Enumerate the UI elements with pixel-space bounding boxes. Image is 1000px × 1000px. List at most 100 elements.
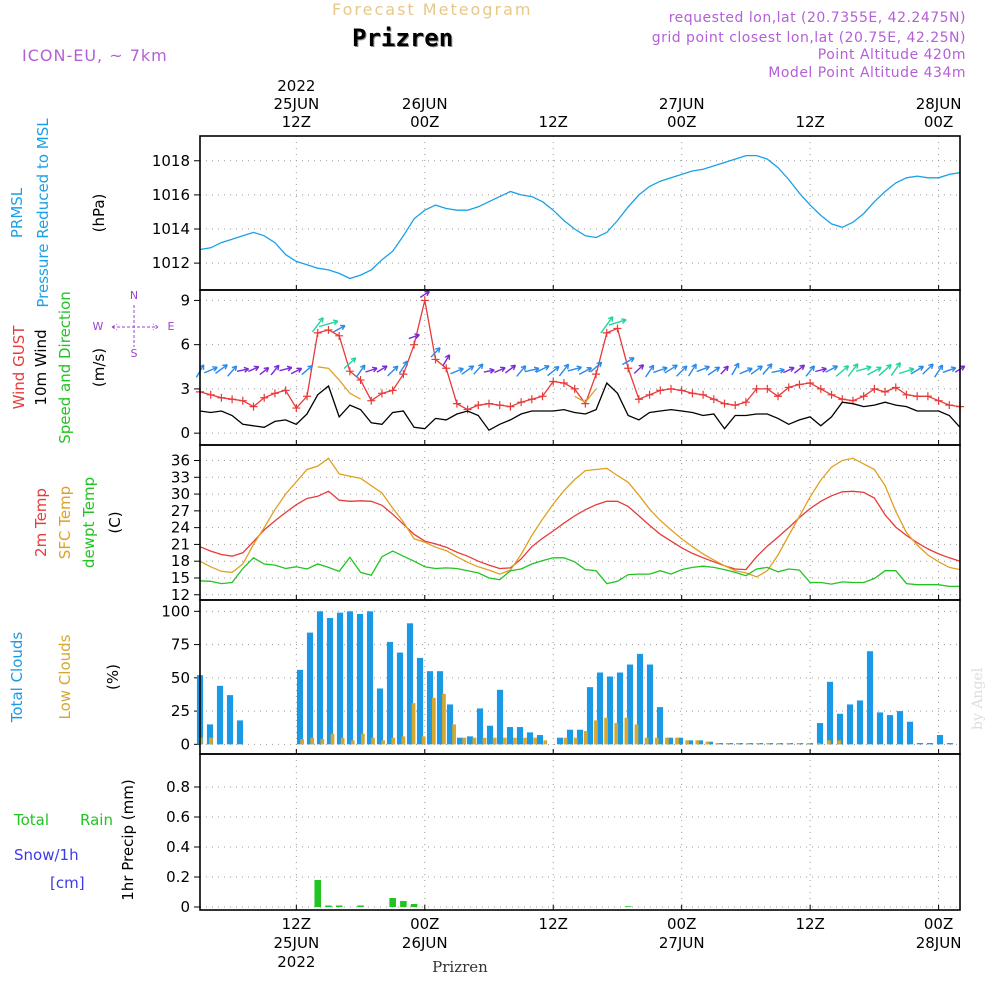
wind-arrow [430,347,441,358]
gust-marker [806,379,815,388]
wind-arrowhead [586,367,593,373]
wind-arrow [419,290,430,298]
y-tick-label: 30 [171,485,190,503]
bar [576,729,584,745]
wind-arrowhead [638,364,645,370]
bar [936,735,944,745]
compass-w: W [93,320,104,333]
top-time-hour: 12Z [282,113,311,131]
top-time-date: 26JUN [402,95,448,113]
gust-marker [774,392,783,401]
wind-arrow [608,319,627,326]
wind-arrowhead [332,319,339,326]
wind-arrowhead [263,366,270,373]
precip-label-snow: Snow/1h [14,846,79,864]
series-2m-temp [199,490,961,571]
bar [411,703,416,745]
y-tick-label: 75 [171,636,190,654]
wind-arrow [664,364,678,374]
precip-label-rain: Rain [80,811,113,829]
bar [573,737,578,745]
wind-arrow [494,367,506,374]
wind-arrowhead [402,360,409,367]
wind-arrow [720,365,729,375]
wind-arrowhead [510,364,517,371]
bar [837,740,842,745]
grid-point-coords: grid point closest lon,lat (20.75E, 42.2… [651,30,966,46]
y-tick-label: 27 [171,502,190,520]
bar [533,737,538,745]
wind-arrowhead [500,366,506,373]
y-tick-label: 1014 [152,220,190,238]
series-wind-gust [196,296,964,414]
wind-arrowhead [866,365,872,371]
wind-arrow [248,366,260,373]
gust-marker [410,340,419,349]
y-tick-label: 3 [180,380,190,398]
bar [594,720,598,745]
top-time-date: 28JUN [916,95,962,113]
top-time-hour: 12Z [539,113,568,131]
panel-labels: 2m Temp SFC Temp dewpt Temp (C) [32,477,124,568]
wind-arrow [750,365,763,375]
gust-marker [709,395,718,404]
bar [916,743,924,745]
gust-marker [902,390,911,399]
wind-arrowhead [779,367,785,374]
wind-arrow [847,363,859,377]
gust-marker [495,401,504,410]
wind-arrowhead [928,363,934,370]
gust-marker [666,384,675,393]
compass-n: N [130,289,138,302]
bar [326,617,334,745]
gust-marker [538,392,547,401]
bar [325,905,332,907]
wind-arrow [516,365,527,377]
gust-marker [602,328,611,337]
wind-arrow [696,366,710,373]
chart-subtitle: Forecast Meteogram [332,0,533,19]
wind-arrowhead [414,333,420,340]
wind-arrowhead [918,365,925,372]
gust-marker [249,402,258,411]
wind-arrowhead [757,365,763,371]
axis-label: PRMSL [8,187,26,238]
gust-marker [463,405,472,414]
bar [644,737,649,745]
wind-arrow [771,369,785,374]
wind-arrow [676,365,688,377]
wind-arrow [461,365,474,375]
panel-clouds: 0 25 50 75 100 Total Clouds Low Clouds (%) [8,599,961,755]
wind-arrow [318,320,339,328]
y-tick-label: 24 [171,519,190,537]
bar [306,632,314,745]
bar [536,735,544,745]
bar [526,732,534,745]
top-time-label: 12Z [539,113,568,131]
wind-arrowhead [704,365,710,371]
y-tick-label: 0.8 [166,778,190,796]
bar [665,737,669,745]
wind-arrowhead [296,367,303,373]
gust-marker [485,399,494,408]
bar [335,905,343,907]
gust-marker [281,386,290,395]
wind-arrow [590,361,603,373]
bar [715,743,720,745]
wind-arrowhead [222,364,228,370]
gust-marker [827,390,836,399]
wind-arrow [215,364,228,374]
bar [796,743,801,745]
bar [226,695,234,745]
bar [614,723,619,745]
bar [675,737,679,745]
wind-arrowhead [286,365,293,372]
line [199,154,961,280]
bar [695,740,700,745]
bar [300,739,304,745]
